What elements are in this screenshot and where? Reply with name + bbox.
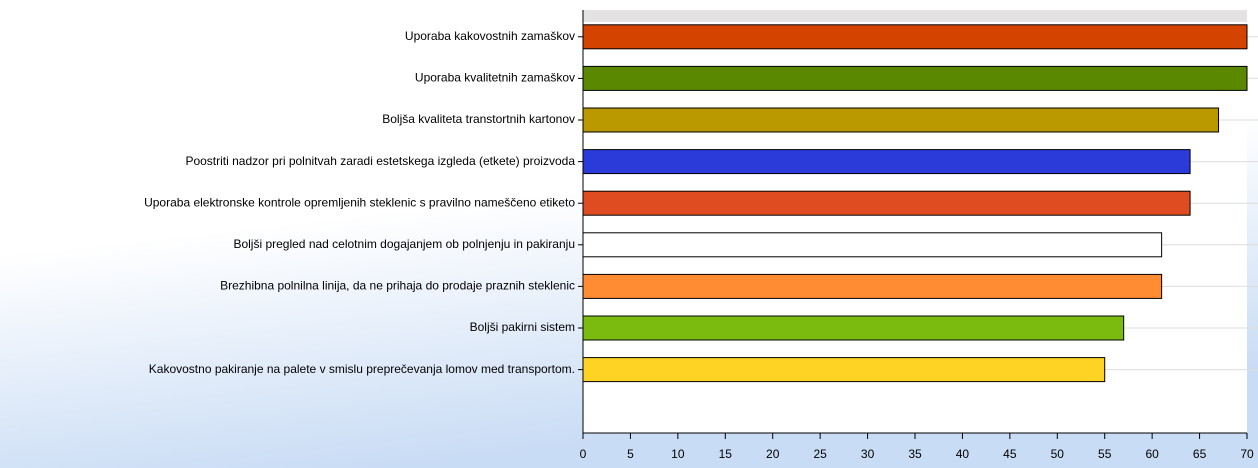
x-tick-label: 5 (627, 447, 634, 461)
x-tick-label: 55 (1098, 447, 1112, 461)
y-tick-label: Boljša kvaliteta transtortnih kartonov (382, 112, 575, 126)
y-tick-label: Poostriti nadzor pri polnitvah zaradi es… (185, 154, 575, 168)
y-tick-label: Kakovostno pakiranje na palete v smislu … (149, 362, 575, 376)
y-tick-label: Boljši pakirni sistem (470, 320, 575, 334)
x-tick-label: 60 (1145, 447, 1159, 461)
bar (582, 273, 1163, 299)
bar (582, 357, 1106, 383)
x-tick-label: 50 (1051, 447, 1065, 461)
y-tick-label: Uporaba elektronske kontrole opremljenih… (144, 195, 575, 209)
x-tick-label: 45 (1003, 447, 1017, 461)
x-tick-label: 70 (1240, 447, 1254, 461)
x-tick-label: 35 (908, 447, 922, 461)
x-tick-label: 15 (719, 447, 733, 461)
bar (582, 149, 1191, 175)
x-tick-label: 40 (956, 447, 970, 461)
bar (582, 24, 1248, 50)
x-tick-label: 10 (671, 447, 685, 461)
y-tick-label: Brezhibna polnilna linija, da ne prihaja… (220, 279, 575, 293)
y-tick-label: Uporaba kakovostnih zamaškov (405, 29, 575, 43)
bar (582, 315, 1125, 341)
bar (582, 107, 1220, 133)
x-tick-label: 30 (861, 447, 875, 461)
x-tick-label: 0 (580, 447, 587, 461)
x-tick-label: 20 (766, 447, 780, 461)
x-tick-label: 65 (1193, 447, 1207, 461)
y-tick-label: Uporaba kvalitetnih zamaškov (415, 71, 575, 85)
x-tick-label: 25 (813, 447, 827, 461)
bar (582, 232, 1163, 258)
bar (582, 65, 1248, 91)
plot-header (583, 10, 1247, 22)
y-tick-label: Boljši pregled nad celotnim dogajanjem o… (233, 237, 575, 251)
bar (582, 190, 1191, 216)
